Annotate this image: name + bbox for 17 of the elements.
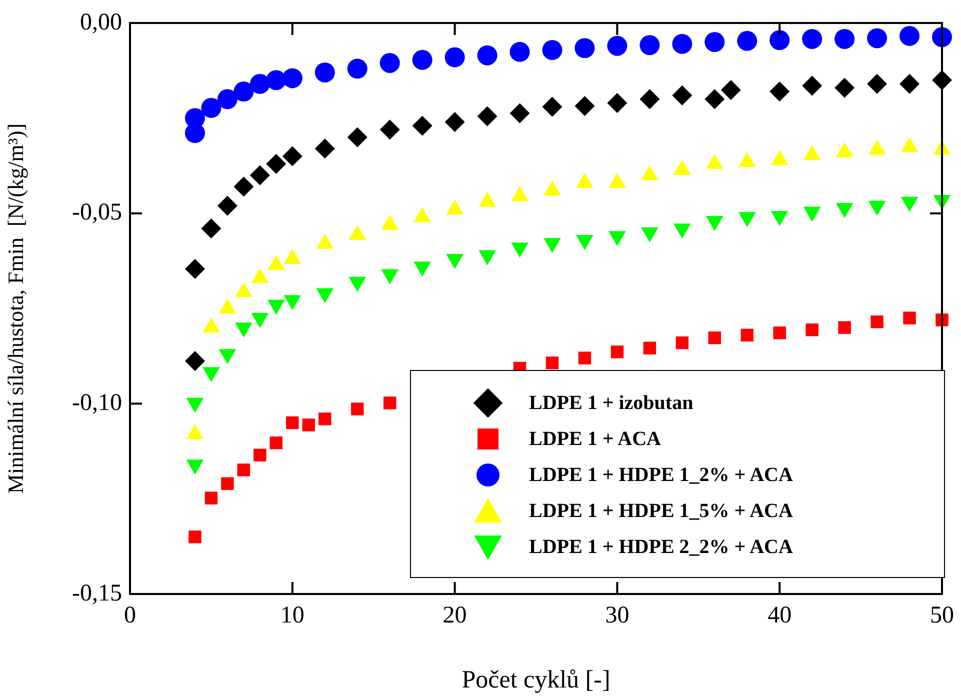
legend-label: LDPE 1 + ACA (529, 428, 661, 450)
legend-label: LDPE 1 + HDPE 2_2% + ACA (529, 536, 793, 558)
legend-label: LDPE 1 + HDPE 1_5% + ACA (529, 500, 793, 522)
y-tick-label: -0,05 (72, 200, 122, 226)
y-tick-label: -0,15 (72, 580, 122, 606)
y-tick-label: -0,10 (72, 390, 122, 416)
x-tick-label: 30 (605, 602, 630, 628)
x-tick-label: 20 (442, 602, 467, 628)
x-tick-label: 10 (280, 602, 304, 628)
x-axis-title: Počet cyklů [-] (462, 666, 610, 694)
y-tick-label: 0,00 (80, 9, 122, 36)
x-tick-label: 50 (930, 602, 954, 628)
y-axis-title: Minimální síla/hustota, Fmin [N/(kg/m³)] (2, 123, 28, 494)
legend-label: LDPE 1 + HDPE 1_2% + ACA (529, 464, 793, 486)
x-tick-label: 0 (124, 602, 136, 628)
x-tick-label: 40 (768, 602, 792, 628)
legend-label: LDPE 1 + izobutan (529, 392, 694, 414)
